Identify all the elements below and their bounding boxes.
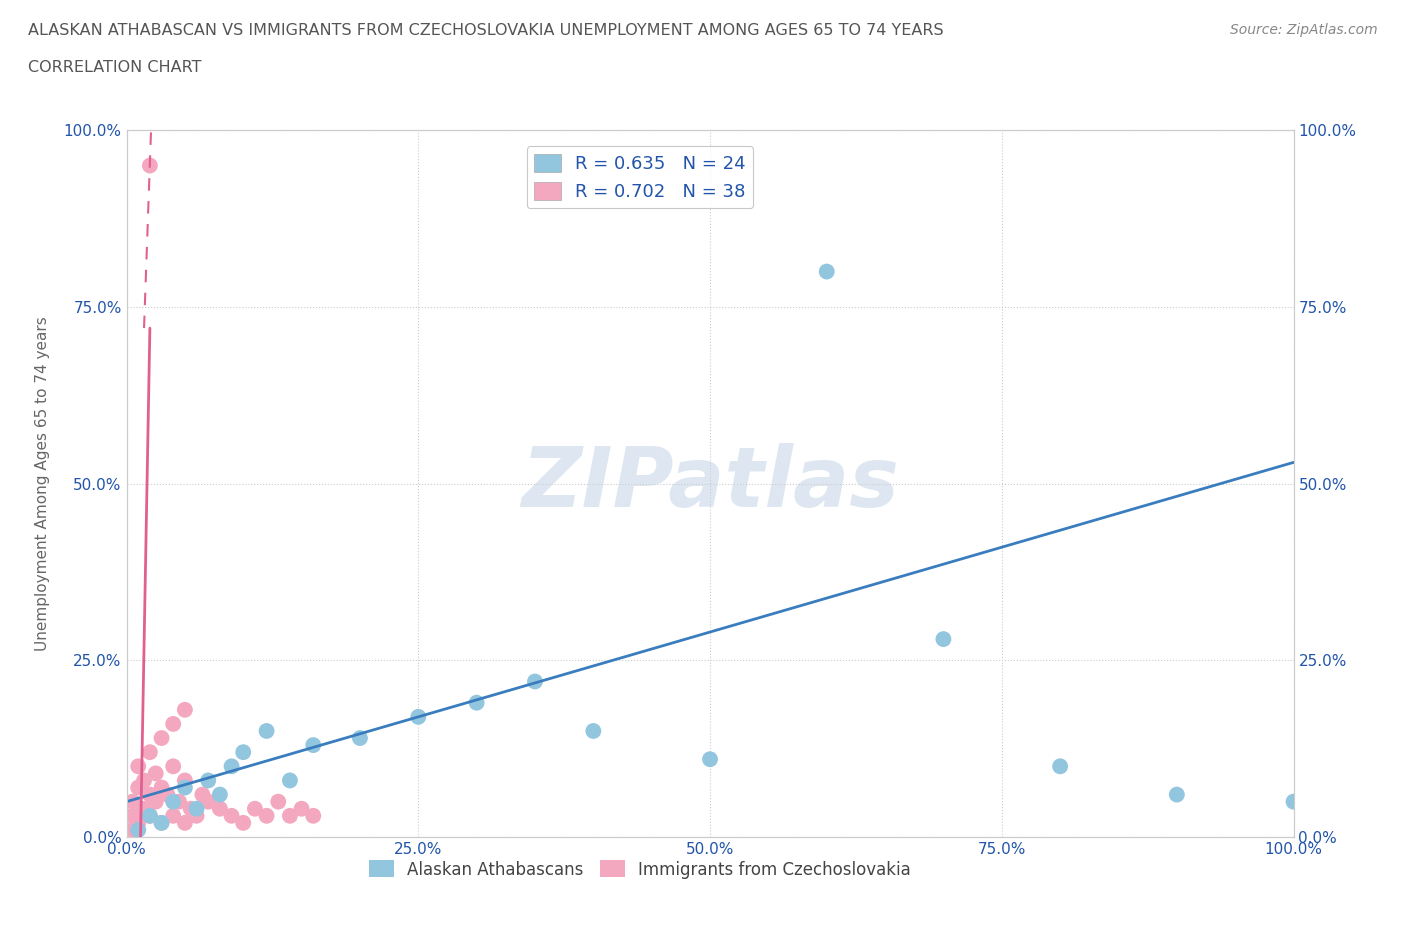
Point [132,802,155,817]
Point [150,731,173,746]
Point [150,816,173,830]
Point [232,745,254,760]
Point [221,808,243,823]
Point [1166,787,1188,802]
Point [524,674,547,689]
Point [139,158,162,173]
Point [162,759,184,774]
Point [174,773,197,788]
Point [162,716,184,731]
Point [699,751,721,766]
Point [278,808,301,823]
Point [1282,794,1305,809]
Point [139,808,162,823]
Point [208,787,231,802]
Point [167,794,190,809]
Point [174,702,197,717]
Point [243,802,266,817]
Point [932,631,955,646]
Legend: Alaskan Athabascans, Immigrants from Czechoslovakia: Alaskan Athabascans, Immigrants from Cze… [363,854,918,885]
Point [465,696,488,711]
Point [180,802,202,817]
Point [156,787,179,802]
Point [256,724,278,738]
Point [815,264,838,279]
Point [162,794,184,809]
Point [127,780,149,795]
Point [162,808,184,823]
Point [191,787,214,802]
Point [208,802,231,817]
Point [145,766,167,781]
Point [186,808,208,823]
Point [121,808,143,823]
Point [197,794,219,809]
Point [256,808,278,823]
Point [174,780,197,795]
Y-axis label: Unemployment Among Ages 65 to 74 years: Unemployment Among Ages 65 to 74 years [35,316,49,651]
Point [132,773,155,788]
Text: ALASKAN ATHABASCAN VS IMMIGRANTS FROM CZECHOSLOVAKIA UNEMPLOYMENT AMONG AGES 65 : ALASKAN ATHABASCAN VS IMMIGRANTS FROM CZ… [28,23,943,38]
Point [1049,759,1071,774]
Point [174,816,197,830]
Point [127,759,149,774]
Point [408,710,430,724]
Point [150,780,173,795]
Point [267,794,290,809]
Point [221,759,243,774]
Point [349,731,371,746]
Point [139,745,162,760]
Point [150,816,173,830]
Point [302,808,325,823]
Point [121,794,143,809]
Point [127,816,149,830]
Point [127,822,149,837]
Point [186,802,208,817]
Point [197,773,219,788]
Point [121,822,143,837]
Text: ZIPatlas: ZIPatlas [522,443,898,525]
Text: CORRELATION CHART: CORRELATION CHART [28,60,201,75]
Point [582,724,605,738]
Point [139,808,162,823]
Point [145,794,167,809]
Point [302,737,325,752]
Point [232,816,254,830]
Text: Source: ZipAtlas.com: Source: ZipAtlas.com [1230,23,1378,37]
Point [290,802,312,817]
Point [139,787,162,802]
Point [278,773,301,788]
